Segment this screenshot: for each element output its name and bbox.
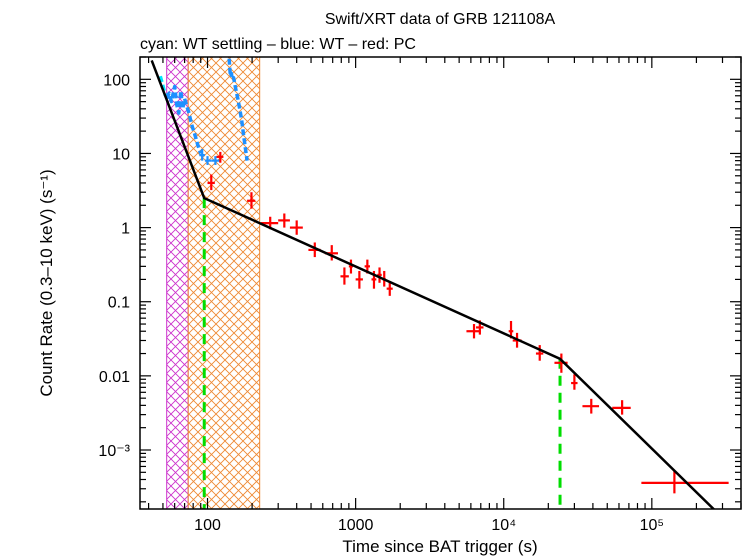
y-tick-label: 10⁻³ <box>98 443 130 460</box>
y-axis-title: Count Rate (0.3–10 keV) (s⁻¹) <box>37 169 56 396</box>
pc-data-point <box>466 324 481 339</box>
wt-series-line <box>165 84 203 155</box>
model-fit-line <box>150 59 716 509</box>
pc-data-point <box>377 267 382 283</box>
chart-title: Swift/XRT data of GRB 121108A <box>325 11 556 28</box>
y-tick-label: 10 <box>112 146 130 163</box>
pc-data-point <box>386 281 393 296</box>
wt-series-line <box>158 75 168 97</box>
pc-data-point <box>535 345 544 361</box>
axis-ticks <box>140 56 742 509</box>
pc-data-point <box>216 151 224 163</box>
x-tick-label: 10⁴ <box>491 517 516 534</box>
wt-data-point <box>199 148 205 161</box>
tick-labels: 100 1000 10⁴ 10⁵ 100 10 1 0.1 0.01 10⁻³ <box>98 72 664 534</box>
pc-data-point <box>289 220 303 235</box>
wt-series-line <box>227 58 249 161</box>
pc-data-point <box>247 192 256 209</box>
chart-subtitle: cyan: WT settling – blue: WT – red: PC <box>140 36 416 53</box>
plot-frame <box>139 56 742 510</box>
y-tick-label: 100 <box>103 72 130 89</box>
x-tick-label: 10⁵ <box>640 517 664 534</box>
y-tick-label: 0.01 <box>99 369 130 386</box>
pc-data-point <box>278 213 290 228</box>
pc-data-point <box>348 259 354 274</box>
pc-data-point <box>340 267 349 285</box>
x-tick-label: 1000 <box>338 517 374 534</box>
pc-data-point <box>612 400 631 415</box>
pc-data-point <box>207 174 215 191</box>
shaded-interval <box>187 57 261 509</box>
shaded-intervals <box>166 57 261 509</box>
x-tick-label: 100 <box>194 517 221 534</box>
break-markers <box>202 198 562 509</box>
pc-data-point <box>355 270 363 289</box>
pc-data-point <box>582 398 600 414</box>
model-fit <box>150 59 716 509</box>
wt-data-point <box>211 156 221 165</box>
pc-data-point <box>571 374 578 390</box>
wt-data-point <box>204 156 212 165</box>
y-tick-label: 1 <box>121 221 130 238</box>
pc-data-point <box>641 471 729 494</box>
y-tick-label: 0.1 <box>108 295 130 312</box>
x-axis-title: Time since BAT trigger (s) <box>342 537 537 556</box>
